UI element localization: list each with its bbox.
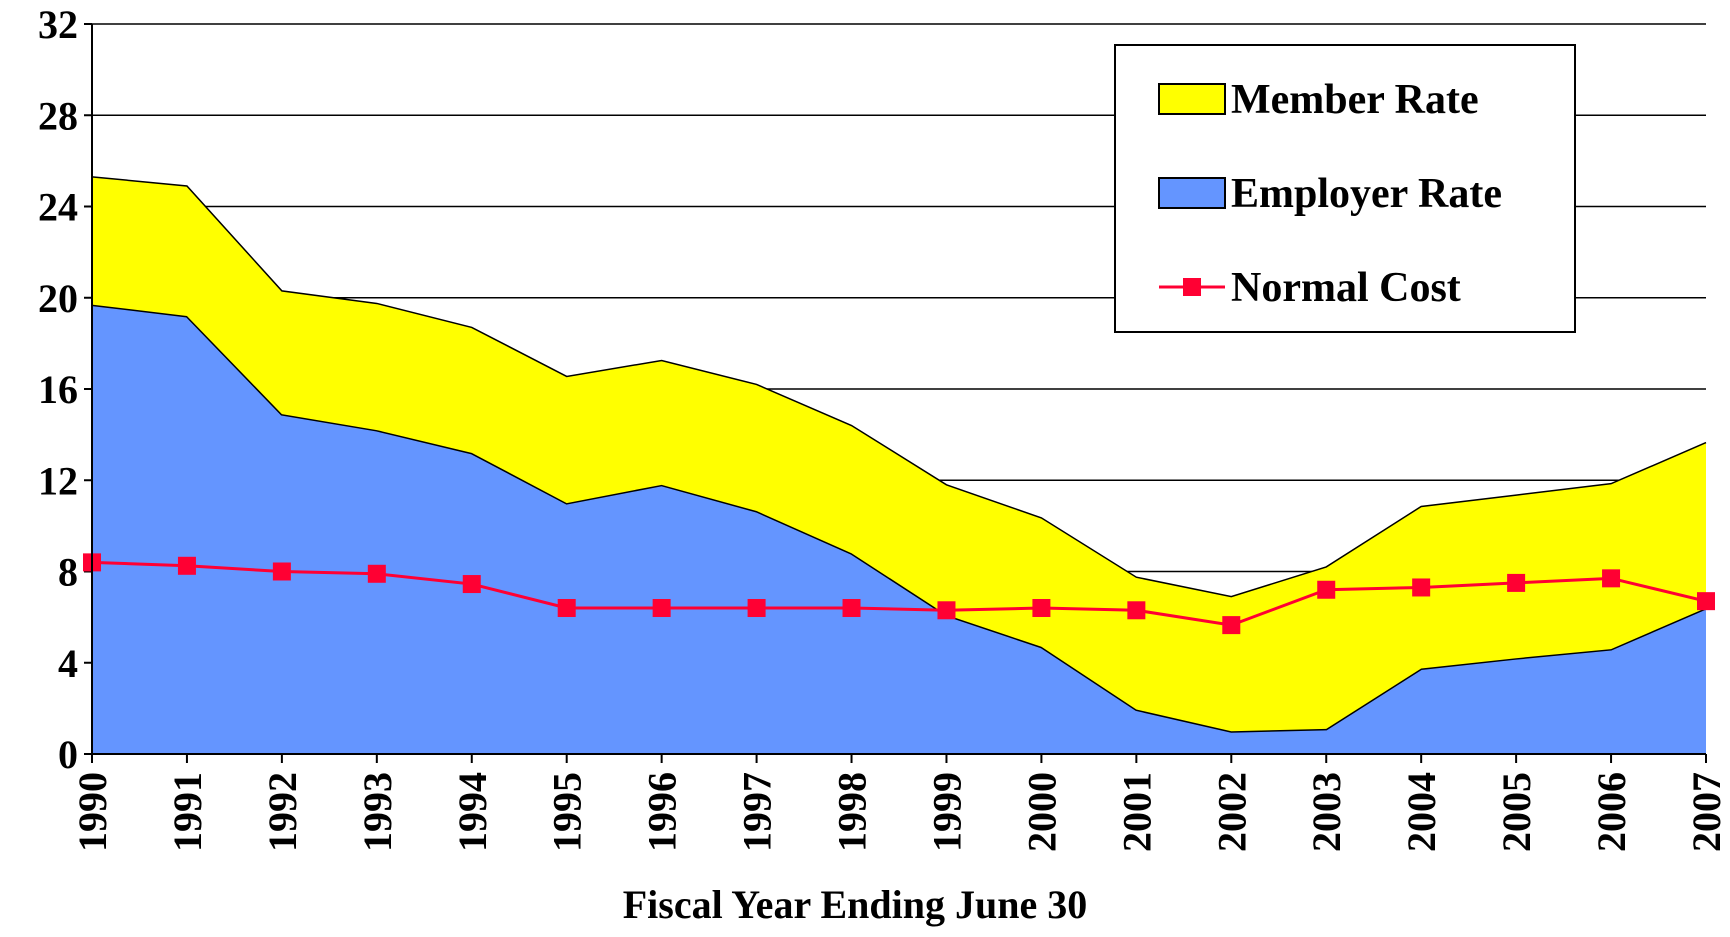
- x-tick-label: 2001: [1114, 772, 1159, 852]
- y-tick-label: 16: [38, 367, 78, 412]
- marker: [1602, 569, 1621, 588]
- marker: [652, 599, 671, 617]
- x-tick-label: 1992: [260, 772, 305, 852]
- x-tick-label: 2005: [1494, 772, 1539, 852]
- marker: [367, 564, 386, 583]
- x-tick-label: 2000: [1019, 772, 1064, 852]
- marker: [747, 599, 766, 617]
- x-tick-label: 2004: [1399, 772, 1444, 852]
- x-tick-label: 1990: [70, 772, 115, 852]
- x-tick-label: 1997: [735, 772, 780, 852]
- area-edge: [91, 303, 1707, 733]
- marker: [1507, 573, 1526, 592]
- marker: [1032, 599, 1051, 617]
- legend-swatch: [1158, 83, 1226, 115]
- area-edge: [91, 176, 1707, 598]
- x-axis-label: Fiscal Year Ending June 30: [623, 882, 1088, 927]
- y-tick-label: 0: [58, 732, 78, 777]
- x-tick-label: 1991: [165, 772, 210, 852]
- area: [92, 176, 1706, 732]
- marker: [1127, 601, 1146, 620]
- legend-label: Employer Rate: [1231, 171, 1502, 217]
- marker: [1412, 578, 1431, 597]
- marker: [177, 556, 196, 575]
- legend-label: Normal Cost: [1231, 265, 1461, 311]
- y-tick-label: 4: [58, 641, 78, 686]
- area: [92, 304, 1706, 754]
- x-tick-label: 2006: [1589, 772, 1634, 852]
- y-tick-label: 32: [38, 2, 78, 47]
- marker: [1317, 580, 1336, 599]
- x-tick-label: 1993: [355, 772, 400, 852]
- line: [91, 560, 1707, 627]
- legend-label: Member Rate: [1231, 77, 1479, 123]
- x-tick-label: 2002: [1209, 772, 1254, 852]
- legend-swatch: [1158, 177, 1226, 209]
- marker: [462, 575, 481, 594]
- x-tick-label: 2007: [1684, 772, 1729, 852]
- legend-marker: [1183, 278, 1201, 296]
- x-tick-label: 2003: [1304, 772, 1349, 852]
- marker: [1697, 592, 1715, 611]
- x-tick-label: 1998: [830, 772, 875, 852]
- marker: [1222, 616, 1241, 635]
- x-tick-label: 1995: [545, 772, 590, 852]
- y-tick-label: 20: [38, 276, 78, 321]
- y-tick-label: 28: [38, 93, 78, 138]
- x-tick-label: 1994: [450, 772, 495, 852]
- x-tick-label: 1996: [640, 772, 685, 852]
- marker: [842, 599, 861, 617]
- x-tick-label: 1999: [924, 772, 969, 852]
- marker: [272, 562, 291, 581]
- y-tick-label: 24: [38, 185, 78, 230]
- y-tick-label: 12: [38, 458, 78, 503]
- y-tick-label: 8: [58, 550, 78, 595]
- marker: [937, 601, 956, 620]
- marker: [557, 599, 576, 617]
